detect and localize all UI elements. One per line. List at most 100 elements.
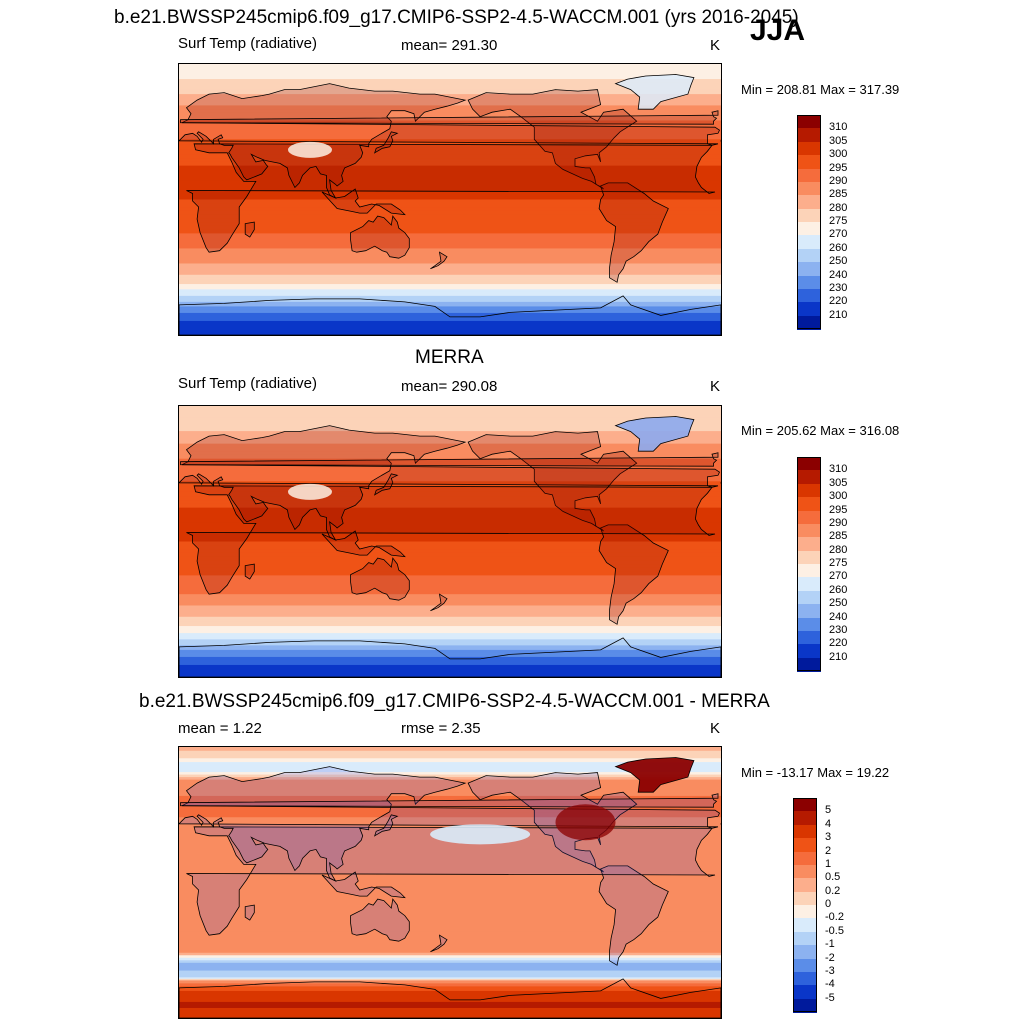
obs-lat-band <box>179 594 721 599</box>
obs-lat-band <box>179 549 721 554</box>
diff-lat-band <box>179 995 721 999</box>
obs-lat-band <box>179 616 721 620</box>
obs-colorbar-swatch <box>797 604 821 618</box>
obs-colorbar-label: 240 <box>829 610 848 623</box>
diff-lat-band <box>179 967 721 970</box>
model-lat-band <box>179 252 721 257</box>
obs-colorbar-swatch <box>797 497 821 511</box>
obs-lat-band <box>179 507 721 512</box>
diff-map-svg <box>179 747 721 1018</box>
obs-madagascar-outline <box>244 563 255 580</box>
model-lat-band <box>179 240 721 246</box>
model-lat-band <box>179 316 721 320</box>
obs-colorbar-swatch <box>797 617 821 632</box>
diff-lat-band <box>179 1005 721 1009</box>
obs-lat-band <box>179 579 721 584</box>
model-colorbar-label: 210 <box>829 308 848 321</box>
model-colorbar-label: 280 <box>829 201 848 214</box>
obs-lat-band <box>179 417 721 422</box>
obs-lat-band <box>179 660 721 664</box>
diff-lat-band <box>179 1015 721 1018</box>
diff-lat-band <box>179 859 721 865</box>
model-colorbar-label: 270 <box>829 228 848 241</box>
obs-lat-band <box>179 526 721 531</box>
diff-lat-band <box>179 1007 721 1011</box>
diff-colorbar-swatch <box>793 971 817 986</box>
diff-colorbar-label: 2 <box>825 844 832 857</box>
diff-lat-band <box>179 997 721 1001</box>
diff-lat-band <box>179 747 721 752</box>
obs-lat-band <box>179 586 721 592</box>
obs-uk-outline <box>180 452 719 467</box>
model-lat-band <box>179 277 721 281</box>
model-lat-band <box>179 248 721 253</box>
panel2-title: MERRA <box>415 347 484 368</box>
obs-colorbar-swatch <box>797 523 821 538</box>
obs-lat-band <box>179 637 721 640</box>
model-lat-band <box>179 303 721 306</box>
model-lat-band <box>179 297 721 300</box>
model-north-america-outline <box>467 89 638 190</box>
panel3-colorbar: 5 4 3 2 1 0.5 0.2 0 -0.2 -0.5 -1 -2 -3 -4 -5 <box>793 798 863 1013</box>
obs-lat-band <box>179 564 721 569</box>
obs-colorbar-swatch <box>797 470 821 485</box>
model-colorbar-swatch <box>797 115 821 129</box>
model-lat-band <box>179 191 721 197</box>
model-lat-band <box>179 89 721 93</box>
model-lat-band <box>179 320 721 324</box>
model-lat-band <box>179 267 721 271</box>
model-lat-band <box>179 259 721 265</box>
model-lat-band <box>179 207 721 212</box>
diff-lat-band <box>179 938 721 944</box>
model-lat-band <box>179 149 721 155</box>
diff-lat-band <box>179 987 721 990</box>
diff-lat-band <box>179 878 721 884</box>
diff-lat-band <box>179 750 721 756</box>
model-colorbar-label: 250 <box>829 255 848 268</box>
panel2-map <box>178 405 722 678</box>
obs-colorbar-swatch <box>797 510 821 525</box>
diff-lat-band <box>179 897 721 902</box>
model-greenland-outline <box>614 74 695 110</box>
model-colorbar-label: 230 <box>829 281 848 294</box>
obs-lat-band <box>179 496 721 501</box>
diff-colorbar-frame <box>793 798 817 1012</box>
diff-lat-band <box>179 1009 721 1013</box>
obs-lat-band <box>179 503 721 509</box>
obs-colorbar-label: 230 <box>829 623 848 636</box>
obs-lat-band <box>179 541 721 546</box>
panel3-map <box>178 746 722 1019</box>
diff-colorbar-swatch <box>793 864 817 879</box>
diff-lat-band <box>179 986 721 989</box>
obs-colorbar-label: 220 <box>829 637 848 650</box>
obs-lat-band <box>179 621 721 625</box>
obs-lat-band <box>179 575 721 580</box>
obs-lat-band <box>179 601 721 607</box>
model-lat-band <box>179 144 721 150</box>
model-lat-band <box>179 86 721 90</box>
model-lat-band <box>179 318 721 322</box>
model-tibet-anomaly <box>287 141 332 158</box>
obs-lat-band <box>179 447 721 452</box>
model-lat-band <box>179 79 721 84</box>
obs-lat-band <box>179 443 721 448</box>
panel1-map <box>178 63 722 336</box>
diff-lat-band <box>179 807 721 813</box>
obs-colorbar-swatch <box>797 657 821 672</box>
model-lat-band <box>179 218 721 223</box>
model-lat-band <box>179 161 721 167</box>
obs-lat-band <box>179 522 721 528</box>
obs-colorbar-label: 275 <box>829 557 848 569</box>
obs-lat-band <box>179 626 721 629</box>
model-australia-outline <box>350 215 410 259</box>
model-lat-band <box>179 284 721 287</box>
obs-colorbar-label: 285 <box>829 530 848 543</box>
diff-lat-band <box>179 984 721 987</box>
diff-lat-band <box>179 774 721 778</box>
diff-colorbar-label: -2 <box>825 951 835 964</box>
obs-colorbar-label: 280 <box>829 543 848 556</box>
diff-namerica-warm-patch <box>555 804 616 841</box>
model-lat-band <box>179 289 721 292</box>
model-lat-band <box>179 67 721 73</box>
model-lat-band <box>179 310 721 314</box>
